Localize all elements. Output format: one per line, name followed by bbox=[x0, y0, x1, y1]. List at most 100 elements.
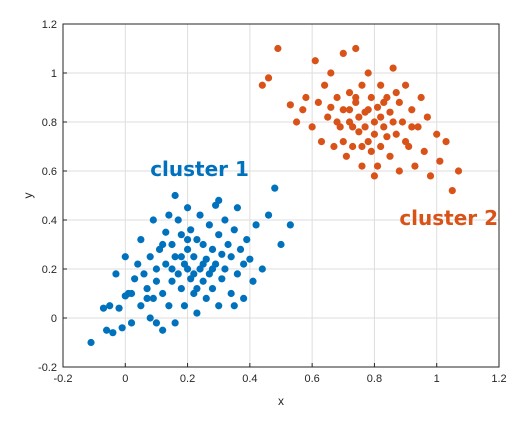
series-1 bbox=[87, 184, 294, 347]
data-point bbox=[227, 289, 235, 298]
data-point bbox=[370, 172, 379, 180]
y-tick-label: 1 bbox=[51, 68, 57, 80]
data-point bbox=[327, 69, 335, 77]
data-point bbox=[177, 285, 185, 293]
data-point bbox=[99, 304, 108, 312]
data-point bbox=[380, 123, 388, 131]
data-point bbox=[127, 319, 136, 327]
data-point bbox=[361, 123, 369, 131]
data-point bbox=[187, 226, 195, 234]
y-tick-label: 0.4 bbox=[42, 215, 57, 227]
data-point bbox=[171, 191, 179, 200]
data-point bbox=[414, 123, 422, 131]
data-point bbox=[321, 81, 329, 89]
data-point bbox=[367, 93, 375, 102]
data-point bbox=[377, 113, 385, 121]
data-point bbox=[159, 326, 167, 334]
data-point bbox=[227, 253, 235, 261]
data-point bbox=[137, 236, 145, 244]
data-point bbox=[286, 101, 294, 109]
data-point bbox=[401, 138, 410, 146]
x-tick-label: 0.6 bbox=[304, 373, 319, 385]
data-point bbox=[448, 187, 456, 195]
data-point bbox=[168, 240, 176, 249]
data-point bbox=[127, 289, 136, 298]
data-point bbox=[342, 152, 350, 160]
axis-ticks: -0.2 0 0.2 0.4 0.6 0.8 1 1.2 -0.2 0 0.2 0.4 0.6 0.8 1 1… bbox=[38, 19, 507, 385]
x-tick-label: 1.2 bbox=[491, 373, 506, 385]
data-point bbox=[299, 106, 307, 114]
data-point bbox=[199, 260, 207, 268]
x-tick-label: 0 bbox=[122, 373, 128, 385]
data-point bbox=[386, 152, 394, 160]
data-point bbox=[183, 265, 192, 273]
data-point bbox=[383, 133, 391, 141]
data-point bbox=[392, 89, 400, 97]
data-point bbox=[162, 228, 170, 236]
data-point bbox=[324, 113, 332, 121]
data-point bbox=[417, 93, 425, 102]
data-point bbox=[352, 44, 360, 53]
data-point bbox=[364, 69, 372, 77]
y-axis-label: y bbox=[21, 193, 35, 199]
x-tick-label: 0.8 bbox=[367, 373, 382, 385]
data-point bbox=[183, 204, 192, 212]
data-point bbox=[264, 74, 273, 82]
data-point bbox=[333, 93, 341, 102]
data-point bbox=[386, 108, 394, 116]
data-point bbox=[109, 329, 117, 337]
data-point bbox=[352, 93, 360, 102]
data-point bbox=[168, 265, 176, 273]
data-point bbox=[115, 304, 123, 312]
data-point bbox=[370, 130, 379, 138]
data-point bbox=[358, 142, 366, 151]
cluster-labels: cluster 1 cluster 2 bbox=[150, 157, 498, 230]
data-point bbox=[249, 277, 257, 285]
data-point bbox=[264, 211, 273, 219]
data-point bbox=[208, 245, 217, 253]
data-point bbox=[171, 319, 179, 327]
data-point bbox=[168, 277, 176, 285]
data-point bbox=[355, 128, 363, 136]
data-point bbox=[339, 106, 347, 114]
data-point bbox=[137, 302, 145, 310]
data-point bbox=[411, 162, 419, 170]
x-tick-label: -0.2 bbox=[54, 373, 73, 385]
data-point bbox=[183, 245, 192, 253]
data-point bbox=[174, 270, 182, 278]
data-point bbox=[159, 289, 167, 298]
data-point bbox=[454, 167, 463, 175]
data-point bbox=[442, 138, 450, 146]
data-point bbox=[246, 255, 254, 263]
data-point bbox=[377, 142, 385, 151]
data-point bbox=[215, 231, 223, 239]
y-tick-label: 0.2 bbox=[42, 264, 57, 276]
data-point bbox=[165, 302, 173, 310]
data-point bbox=[420, 147, 428, 155]
data-point bbox=[426, 172, 435, 180]
data-points bbox=[87, 44, 463, 347]
grid bbox=[62, 23, 500, 368]
data-point bbox=[199, 277, 207, 285]
data-point bbox=[349, 142, 357, 151]
data-point bbox=[149, 294, 157, 302]
data-point bbox=[236, 245, 245, 253]
data-point bbox=[183, 236, 192, 244]
data-point bbox=[302, 93, 310, 102]
data-point bbox=[274, 44, 282, 53]
data-point bbox=[162, 260, 170, 268]
data-point bbox=[355, 113, 363, 121]
data-point bbox=[395, 167, 403, 175]
data-point bbox=[240, 294, 248, 302]
data-point bbox=[193, 236, 201, 244]
cluster-label-2: cluster 2 bbox=[399, 206, 498, 230]
y-tick-label: 0.6 bbox=[42, 166, 57, 178]
x-tick-label: 0.2 bbox=[180, 373, 195, 385]
data-point bbox=[165, 211, 173, 219]
data-point bbox=[311, 57, 319, 65]
data-point bbox=[134, 260, 142, 268]
data-point bbox=[398, 118, 407, 126]
data-point bbox=[436, 157, 444, 165]
data-point bbox=[230, 302, 238, 310]
plot-area-frame bbox=[62, 23, 500, 368]
